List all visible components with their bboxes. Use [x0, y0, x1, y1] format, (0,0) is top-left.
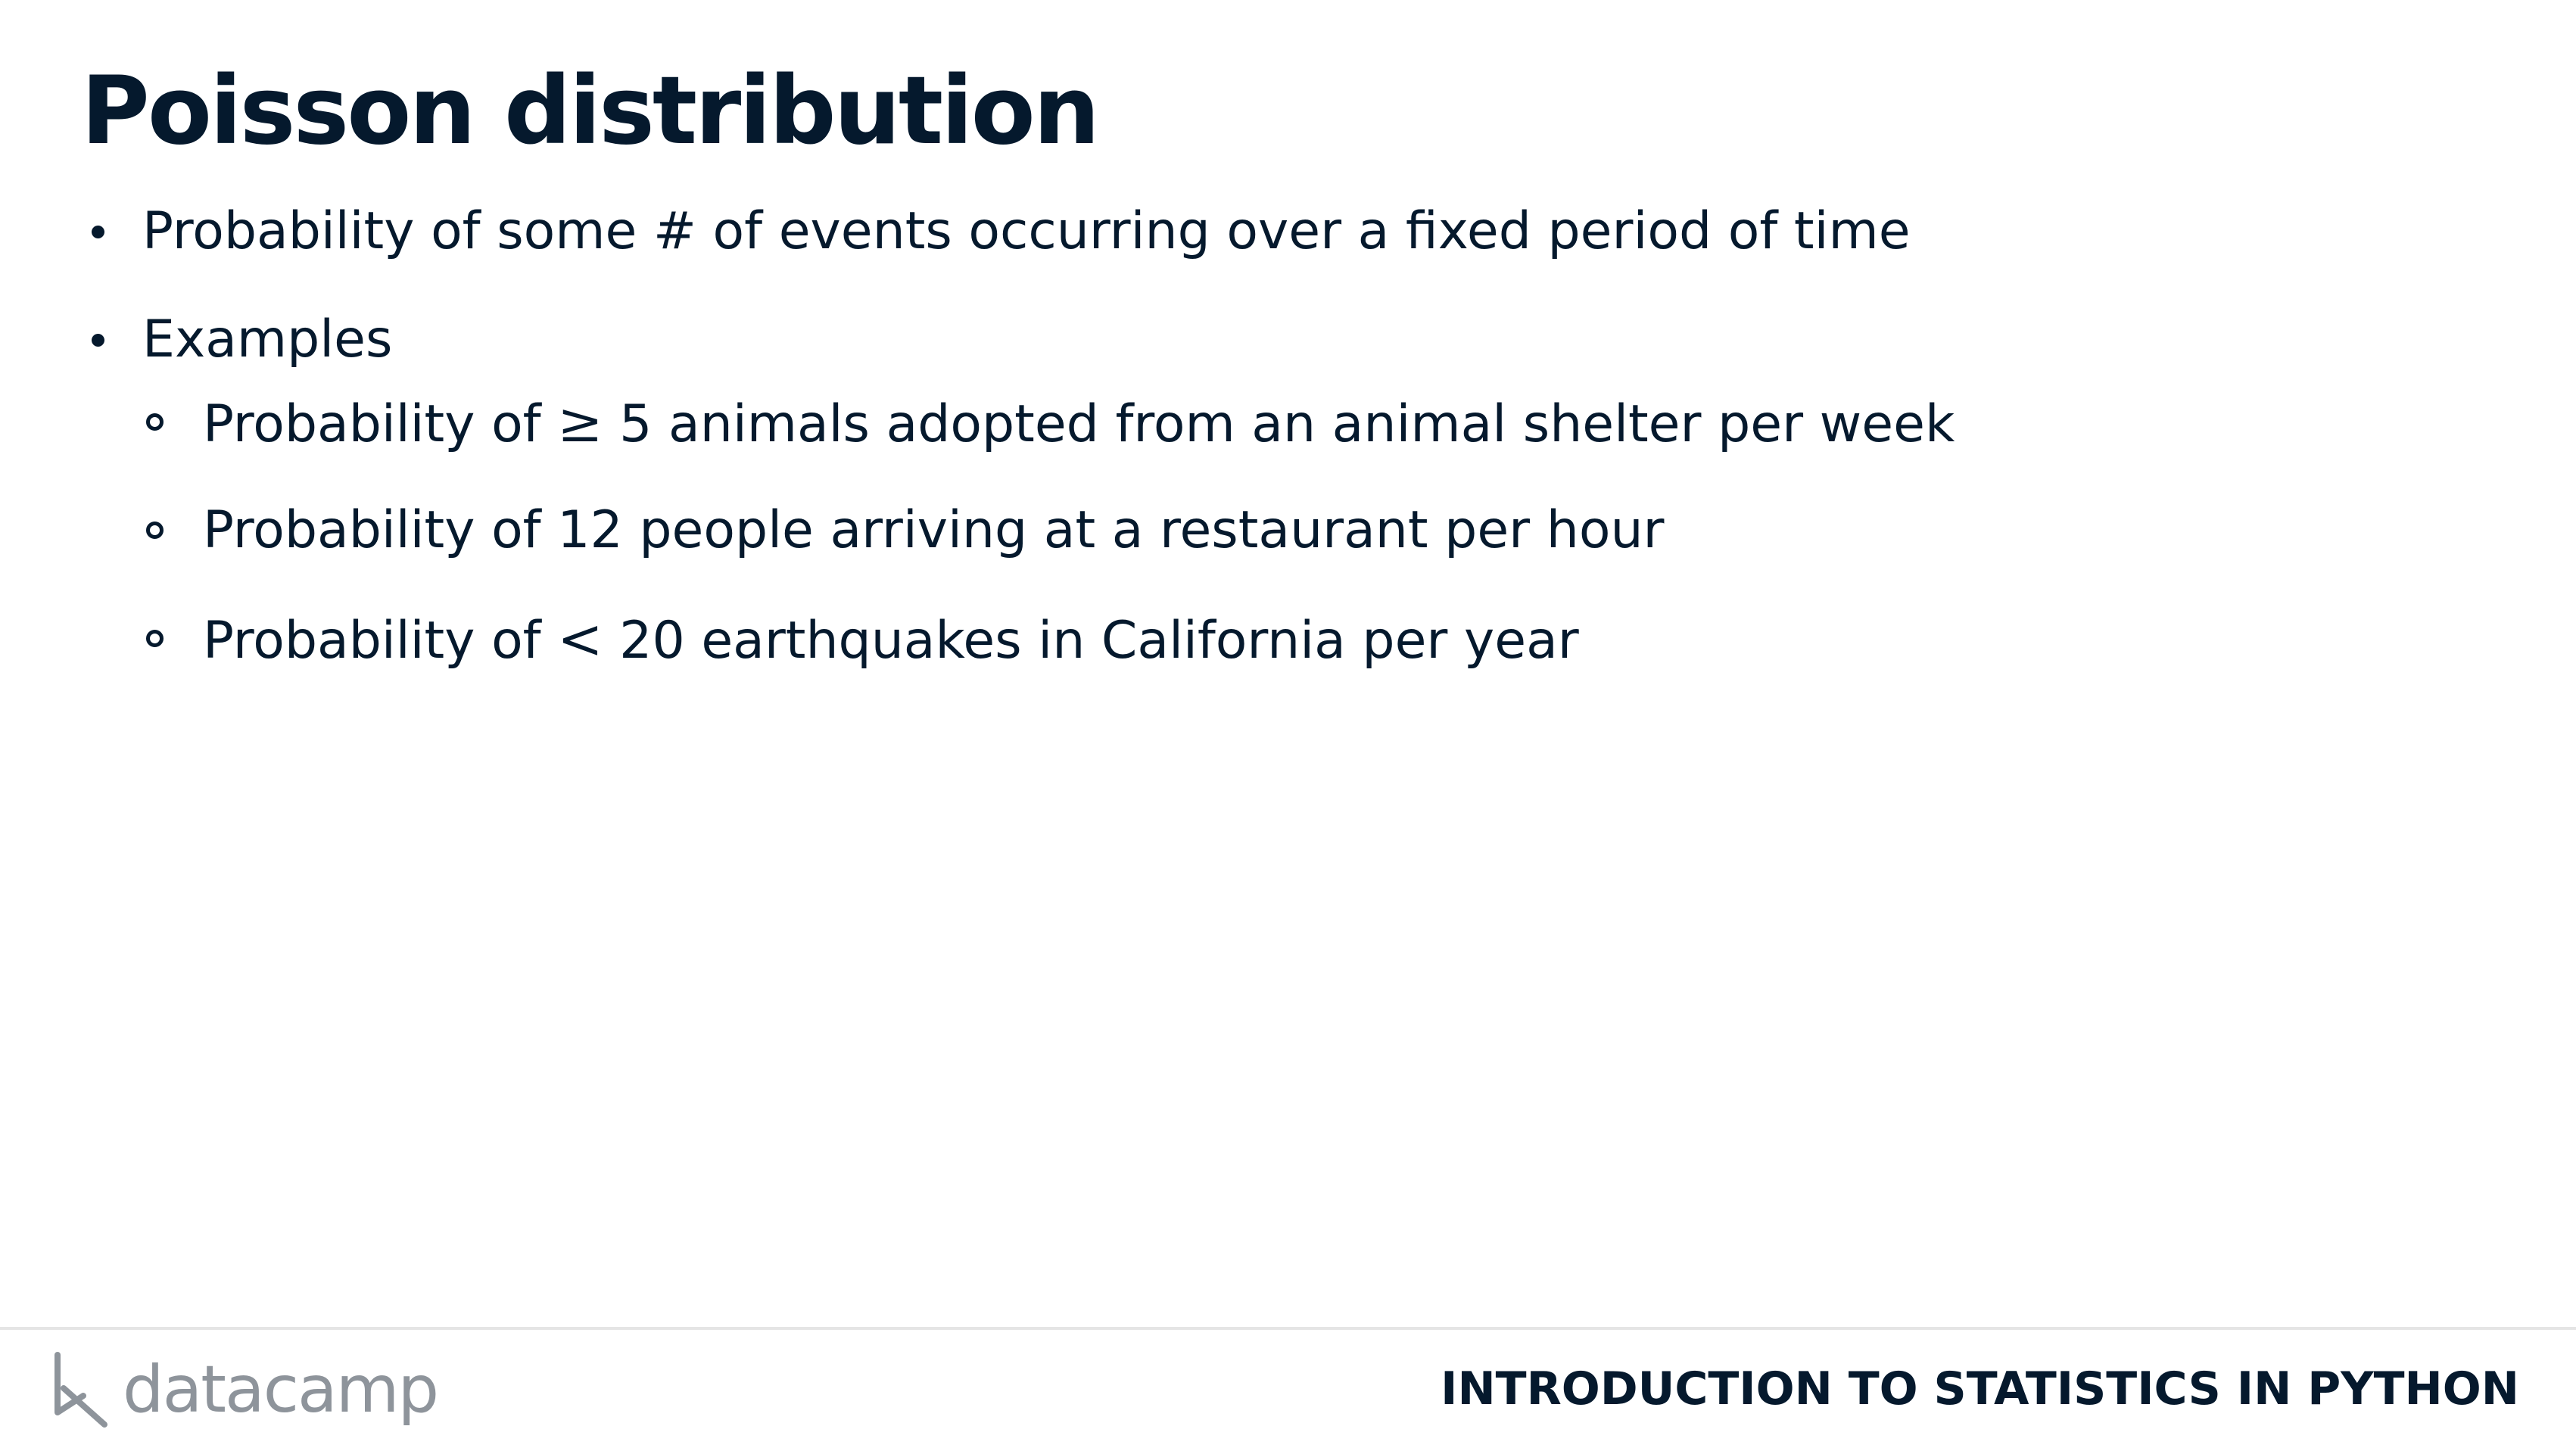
bullet-text: Probability of [203, 611, 558, 671]
bullet-fixed-period: Probability of some # of events occurrin… [92, 198, 1911, 266]
bullet-text: 5 animals adopted from an animal shelter… [603, 394, 1955, 454]
datacamp-logo: datacamp [53, 1352, 439, 1428]
bullet-dot-icon [92, 226, 104, 238]
bullet-text: Probability of some # of events occurrin… [142, 201, 1911, 261]
math-symbol-lt: < [557, 607, 603, 671]
bullet-examples: Examples [92, 306, 393, 374]
bullet-text: Probability of [203, 394, 558, 454]
math-symbol-geq: ≥ [557, 391, 603, 454]
bullet-text: Probability of 12 people arriving at a r… [203, 500, 1665, 560]
bullet-dot-icon [92, 334, 104, 347]
footer-divider [0, 1327, 2576, 1330]
bullet-circle-icon [146, 630, 164, 647]
logo-wordmark: datacamp [123, 1352, 439, 1428]
slide-title: Poisson distribution [81, 57, 1100, 166]
course-title: INTRODUCTION TO STATISTICS IN PYTHON [1441, 1362, 2519, 1415]
bullet-circle-icon [146, 413, 164, 431]
sub-bullet-animal-shelter: Probability of ≥ 5 animals adopted from … [146, 388, 1955, 459]
sub-bullet-restaurant: Probability of 12 people arriving at a r… [146, 497, 1665, 565]
datacamp-logo-icon [55, 1352, 107, 1428]
bullet-text: Examples [142, 310, 393, 369]
bullet-text: 20 earthquakes in California per year [603, 611, 1579, 671]
sub-bullet-earthquakes: Probability of < 20 earthquakes in Calif… [146, 605, 1579, 675]
bullet-circle-icon [146, 522, 164, 539]
